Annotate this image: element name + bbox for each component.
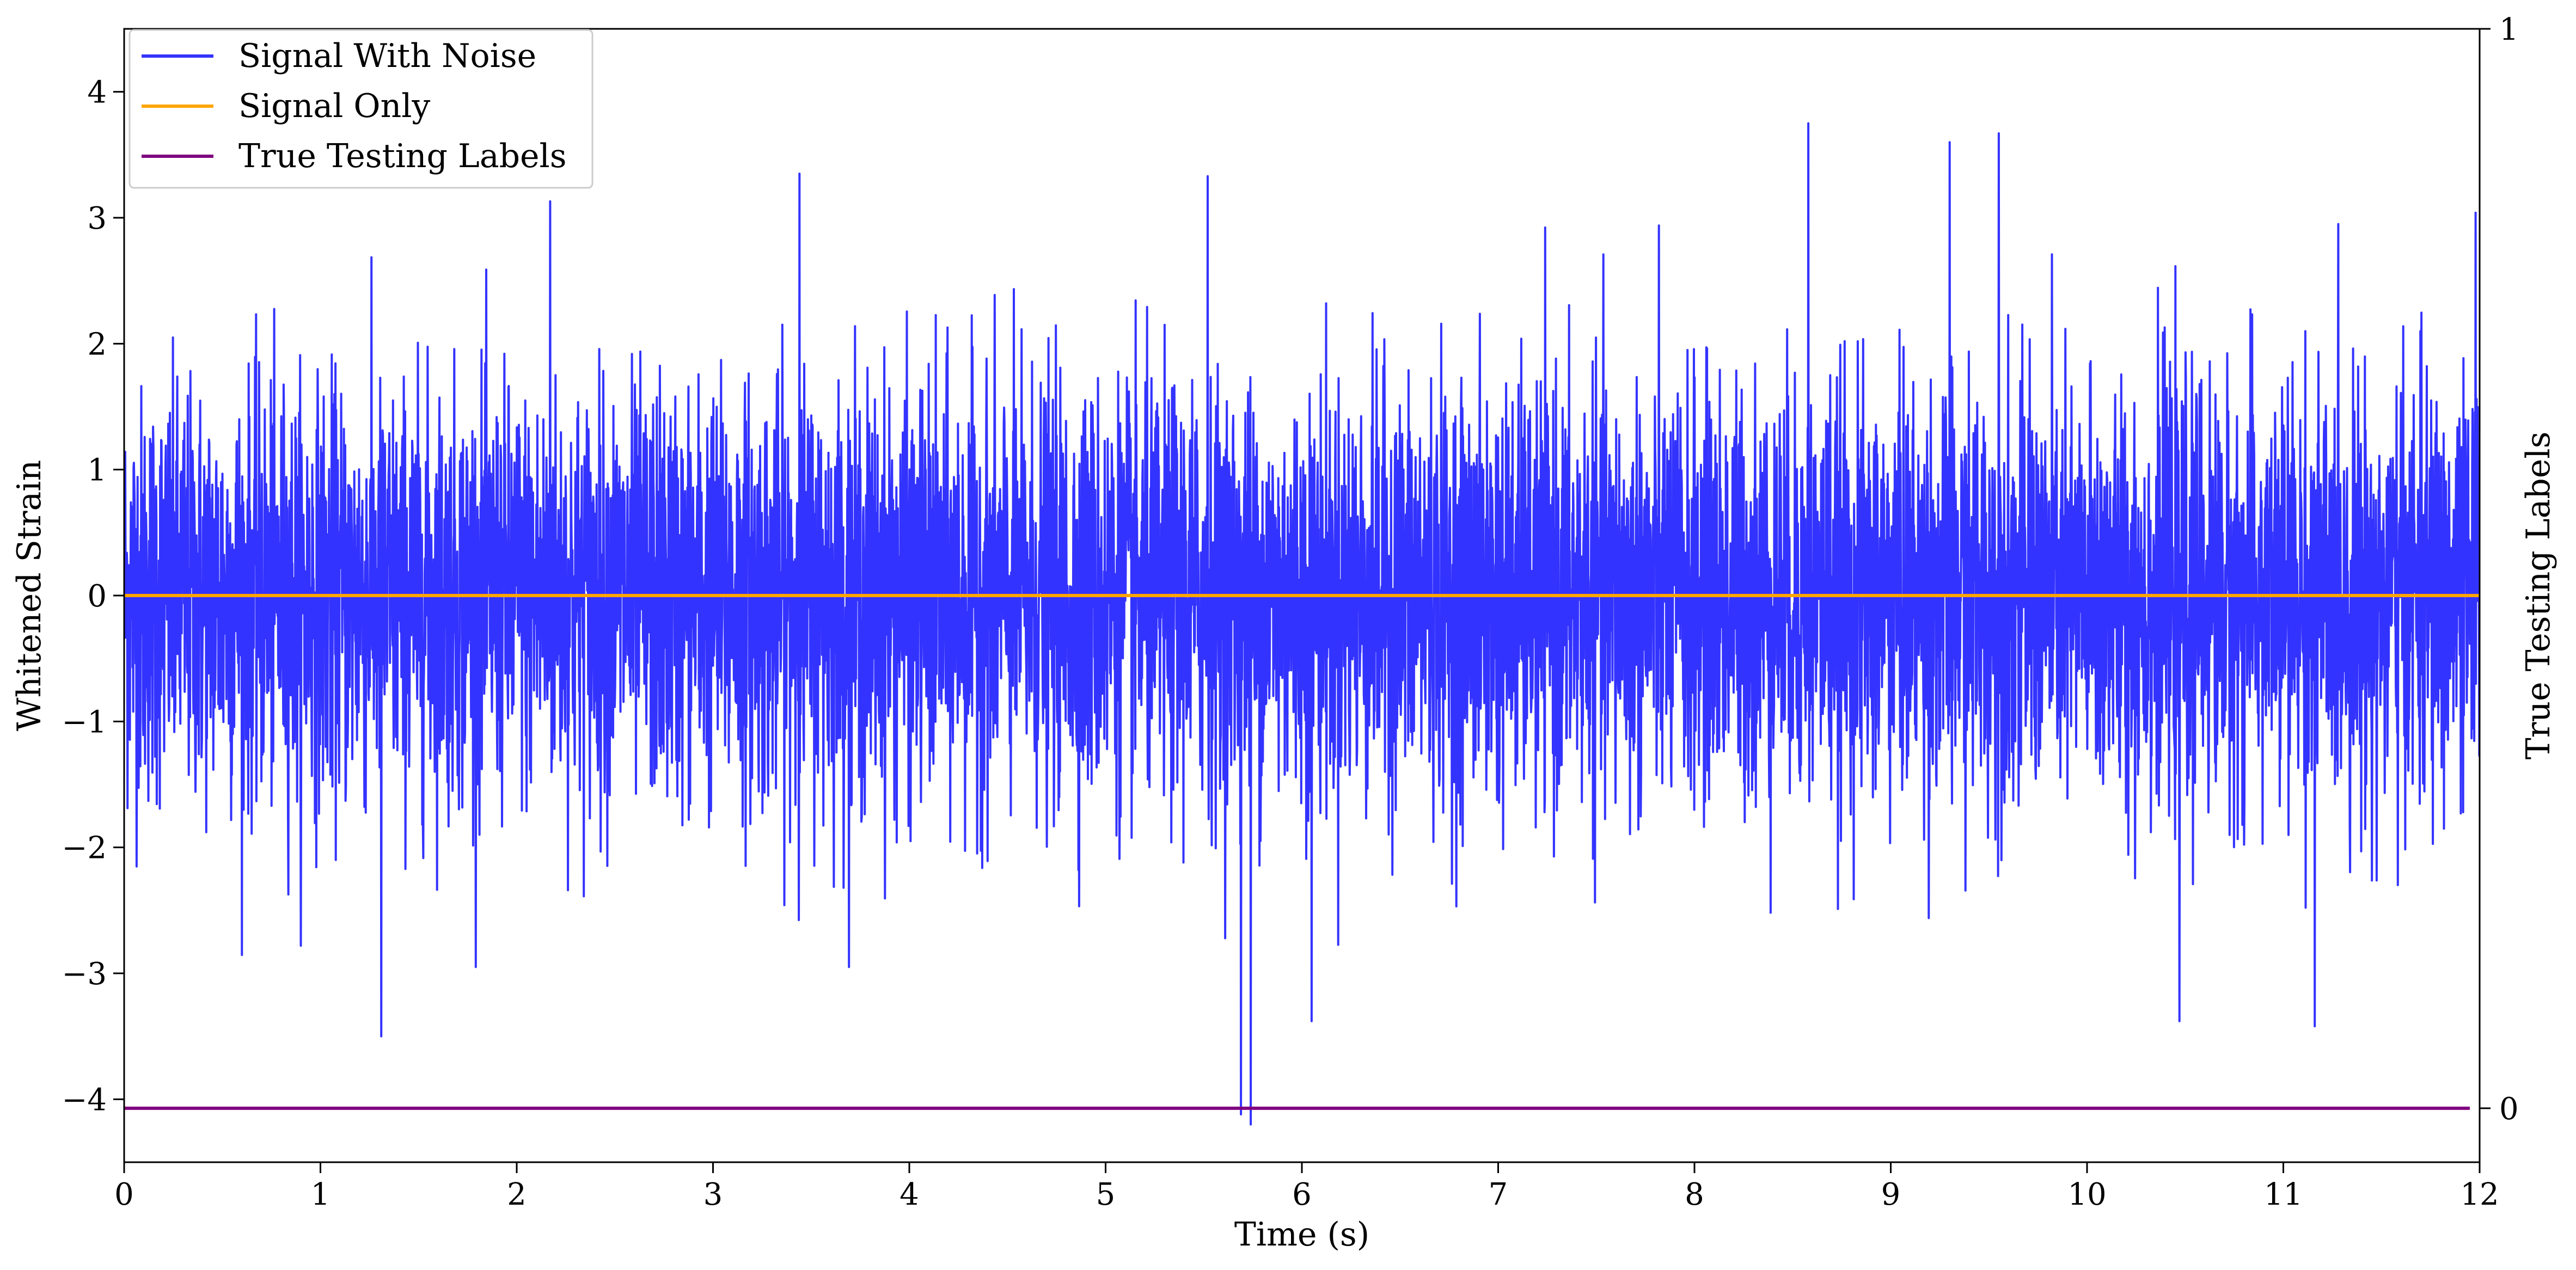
x-axis-label: Time (s) <box>1234 1216 1369 1254</box>
x-tick-label: 7 <box>1489 1177 1508 1212</box>
x-tick-label: 6 <box>1292 1177 1312 1212</box>
series-signal-with-noise <box>124 122 2480 1126</box>
x-tick-label: 1 <box>311 1177 331 1212</box>
signal-with-noise-line <box>124 122 2480 1126</box>
legend: Signal With Noise Signal Only True Testing… <box>129 29 593 189</box>
x-tick-label: 2 <box>507 1177 527 1212</box>
y-axis-right: 10 <box>2480 12 2519 1127</box>
x-tick-label: 10 <box>2067 1177 2106 1212</box>
x-axis: 0 1 2 3 4 5 6 7 8 9 10 11 12 <box>114 1162 2499 1212</box>
legend-entry-label: Signal With Noise <box>238 37 536 75</box>
y2-tick-label: 1 <box>2499 12 2519 47</box>
y-axis-label: Whitened Strain <box>10 460 48 731</box>
x-tick-label: 5 <box>1096 1177 1116 1212</box>
y-tick-label: −4 <box>62 1082 107 1118</box>
y-tick-label: 1 <box>87 453 107 488</box>
y2-tick-label: 0 <box>2499 1091 2519 1127</box>
x-tick-label: 4 <box>900 1177 919 1212</box>
x-tick-label: 3 <box>703 1177 723 1212</box>
legend-box <box>129 29 593 189</box>
y-axis-left: 4 3 2 1 0 −1 −2 −3 −4 <box>62 75 124 1118</box>
y-tick-label: −3 <box>62 956 107 992</box>
legend-entry-label: Signal Only <box>238 87 430 125</box>
y-tick-label: 0 <box>87 579 107 614</box>
y-tick-label: −1 <box>62 704 107 740</box>
x-tick-label: 11 <box>2264 1177 2303 1212</box>
y-tick-label: 3 <box>87 201 107 236</box>
y-tick-label: −2 <box>62 831 107 866</box>
x-tick-label: 12 <box>2460 1177 2499 1212</box>
legend-entry-label: True Testing Labels <box>238 137 567 175</box>
y-tick-label: 4 <box>87 75 107 111</box>
x-tick-label: 0 <box>114 1177 134 1212</box>
y-tick-label: 2 <box>87 327 107 362</box>
x-tick-label: 8 <box>1685 1177 1704 1212</box>
y2-axis-label: True Testing Labels <box>2519 432 2557 760</box>
x-tick-label: 9 <box>1881 1177 1901 1212</box>
